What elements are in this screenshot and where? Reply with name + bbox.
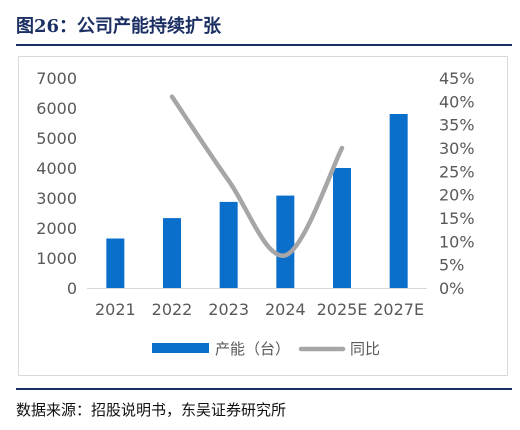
right-tick-label: 20% (439, 186, 475, 205)
x-tick-label: 2023 (208, 300, 249, 319)
x-axis-labels: 2021 2022 2023 2024 2025E 2027E (95, 300, 424, 319)
x-tick-label: 2024 (265, 300, 306, 319)
left-tick-label: 1000 (36, 249, 77, 268)
bar-2027e (389, 114, 408, 288)
data-source: 数据来源：招股说明书，东吴证券研究所 (16, 401, 287, 419)
right-tick-label: 15% (439, 209, 475, 228)
right-axis-ticks: 0% 5% 10% 15% 20% 25% 30% 35% 40% 45% (439, 69, 475, 298)
x-tick-label: 2027E (373, 300, 424, 319)
bar-2023 (219, 201, 238, 288)
bar-2021 (106, 238, 125, 288)
x-tick-label: 2025E (317, 300, 368, 319)
left-tick-label: 0 (67, 279, 77, 298)
legend-line-label: 同比 (350, 340, 380, 358)
right-tick-label: 35% (439, 116, 475, 135)
capacity-chart: 0 1000 2000 3000 4000 5000 6000 7000 0% 5% 10% 15%… (36, 69, 475, 358)
title-divider (16, 44, 512, 46)
right-tick-label: 40% (439, 92, 475, 111)
source-divider (16, 388, 512, 390)
yoy-growth-line (169, 94, 345, 258)
right-tick-label: 5% (439, 256, 464, 275)
left-tick-label: 4000 (36, 159, 77, 178)
bar-2025e (333, 168, 351, 288)
right-tick-label: 25% (439, 162, 475, 181)
right-tick-label: 30% (439, 139, 475, 158)
legend-bar-label: 产能（台） (215, 340, 290, 358)
legend-bar-swatch (152, 343, 209, 353)
right-tick-label: 45% (439, 69, 475, 88)
chart-legend: 产能（台） 同比 (152, 340, 380, 358)
line-series (169, 94, 345, 258)
left-axis-ticks: 0 1000 2000 3000 4000 5000 6000 7000 (36, 69, 77, 298)
figure-title: 图26：公司产能持续扩张 (16, 16, 222, 37)
x-tick-label: 2021 (95, 300, 136, 319)
left-tick-label: 7000 (36, 69, 77, 88)
left-tick-label: 6000 (36, 99, 77, 118)
bar-series (106, 114, 408, 288)
chart-panel: 0 1000 2000 3000 4000 5000 6000 7000 0% 5% 10% 15%… (18, 56, 508, 376)
right-tick-label: 10% (439, 232, 475, 251)
x-tick-label: 2022 (152, 300, 193, 319)
left-tick-label: 2000 (36, 219, 77, 238)
right-tick-label: 0% (439, 279, 464, 298)
left-tick-label: 5000 (36, 129, 77, 148)
bar-2024 (276, 195, 295, 288)
left-tick-label: 3000 (36, 189, 77, 208)
bar-2022 (163, 218, 181, 288)
